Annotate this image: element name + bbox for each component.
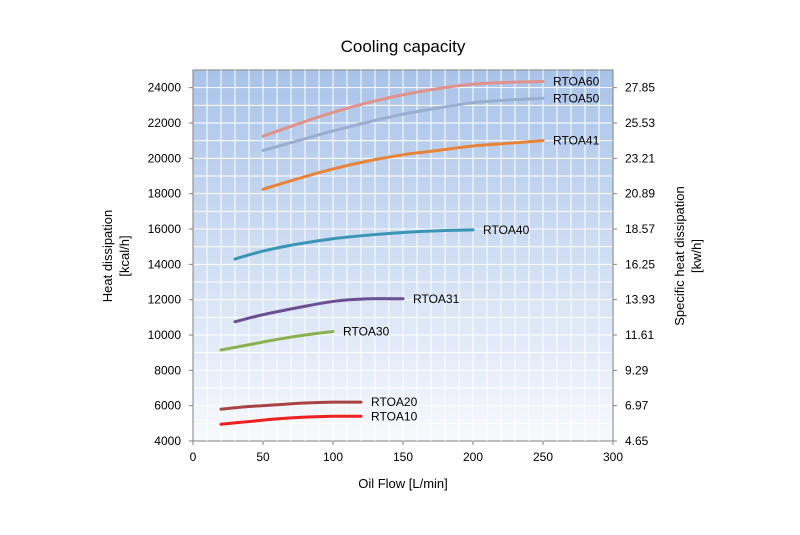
y2-tick-label: 6.97 — [625, 399, 649, 413]
y-tick-label: 18000 — [148, 187, 182, 201]
series-line-rtoa50 — [261, 96, 545, 152]
y-axis-label-line-2: [kcal/h] — [117, 235, 132, 276]
y-tick-label: 16000 — [148, 222, 182, 236]
y2-tick-label: 16.25 — [625, 257, 655, 271]
y-tick-label: 4000 — [154, 434, 181, 448]
y-tick-label: 24000 — [148, 81, 182, 95]
series-label-rtoa20: RTOA20 — [371, 395, 418, 409]
chart-title: Cooling capacity — [341, 37, 466, 56]
series-label-rtoa10: RTOA10 — [371, 409, 418, 423]
y-axis-label-line-1: Heat dissipation — [100, 210, 115, 303]
axis-ticks: 0 50 100 150 200 250 300 4000 6000 8000 10000 12000… — [148, 70, 655, 464]
x-tick-label: 100 — [323, 450, 343, 464]
y-tick-label: 8000 — [154, 363, 181, 377]
series-line-rtoa30 — [219, 329, 335, 352]
x-tick-label: 250 — [533, 450, 553, 464]
y2-tick-label: 27.85 — [625, 81, 655, 95]
y-tick-label: 14000 — [148, 257, 182, 271]
y-tick-label: 10000 — [148, 328, 182, 342]
x-axis-label: Oil Flow [L/min] — [358, 476, 448, 491]
y-tick-label: 20000 — [148, 151, 182, 165]
series-line-rtoa31 — [233, 297, 405, 324]
series-line-rtoa10 — [219, 414, 363, 426]
y2-axis-label-line-2: [kw/h] — [689, 239, 704, 273]
y2-axis-label-line-1: Specific heat dissipation — [672, 186, 687, 325]
series-label-rtoa41: RTOA41 — [553, 134, 600, 148]
y2-tick-label: 18.57 — [625, 222, 655, 236]
series-line-rtoa60 — [261, 79, 545, 138]
y-tick-label: 12000 — [148, 293, 182, 307]
series-lines: RTOA60 RTOA50 RTOA41 RTOA40 RTOA31 RTOA30 RTOA… — [219, 74, 600, 426]
y2-tick-label: 20.89 — [625, 187, 655, 201]
y-tick-label: 22000 — [148, 116, 182, 130]
x-tick-label: 200 — [463, 450, 483, 464]
x-tick-label: 300 — [603, 450, 623, 464]
y2-tick-label: 4.65 — [625, 434, 649, 448]
series-label-rtoa60: RTOA60 — [553, 74, 600, 88]
series-line-rtoa20 — [219, 400, 363, 411]
series-label-rtoa31: RTOA31 — [413, 292, 460, 306]
y2-tick-label: 25.53 — [625, 116, 655, 130]
series-label-rtoa30: RTOA30 — [343, 324, 390, 338]
y2-tick-label: 23.21 — [625, 151, 655, 165]
series-line-rtoa40 — [233, 228, 475, 261]
grid-lines — [193, 70, 613, 441]
series-label-rtoa50: RTOA50 — [553, 91, 600, 105]
y-tick-label: 6000 — [154, 399, 181, 413]
y2-tick-label: 11.61 — [625, 328, 654, 342]
y2-tick-label: 13.93 — [625, 293, 655, 307]
y2-tick-label: 9.29 — [625, 363, 649, 377]
x-tick-label: 150 — [393, 450, 413, 464]
x-tick-label: 50 — [256, 450, 270, 464]
series-label-rtoa40: RTOA40 — [483, 223, 530, 237]
x-tick-label: 0 — [190, 450, 197, 464]
series-line-rtoa41 — [261, 139, 545, 191]
